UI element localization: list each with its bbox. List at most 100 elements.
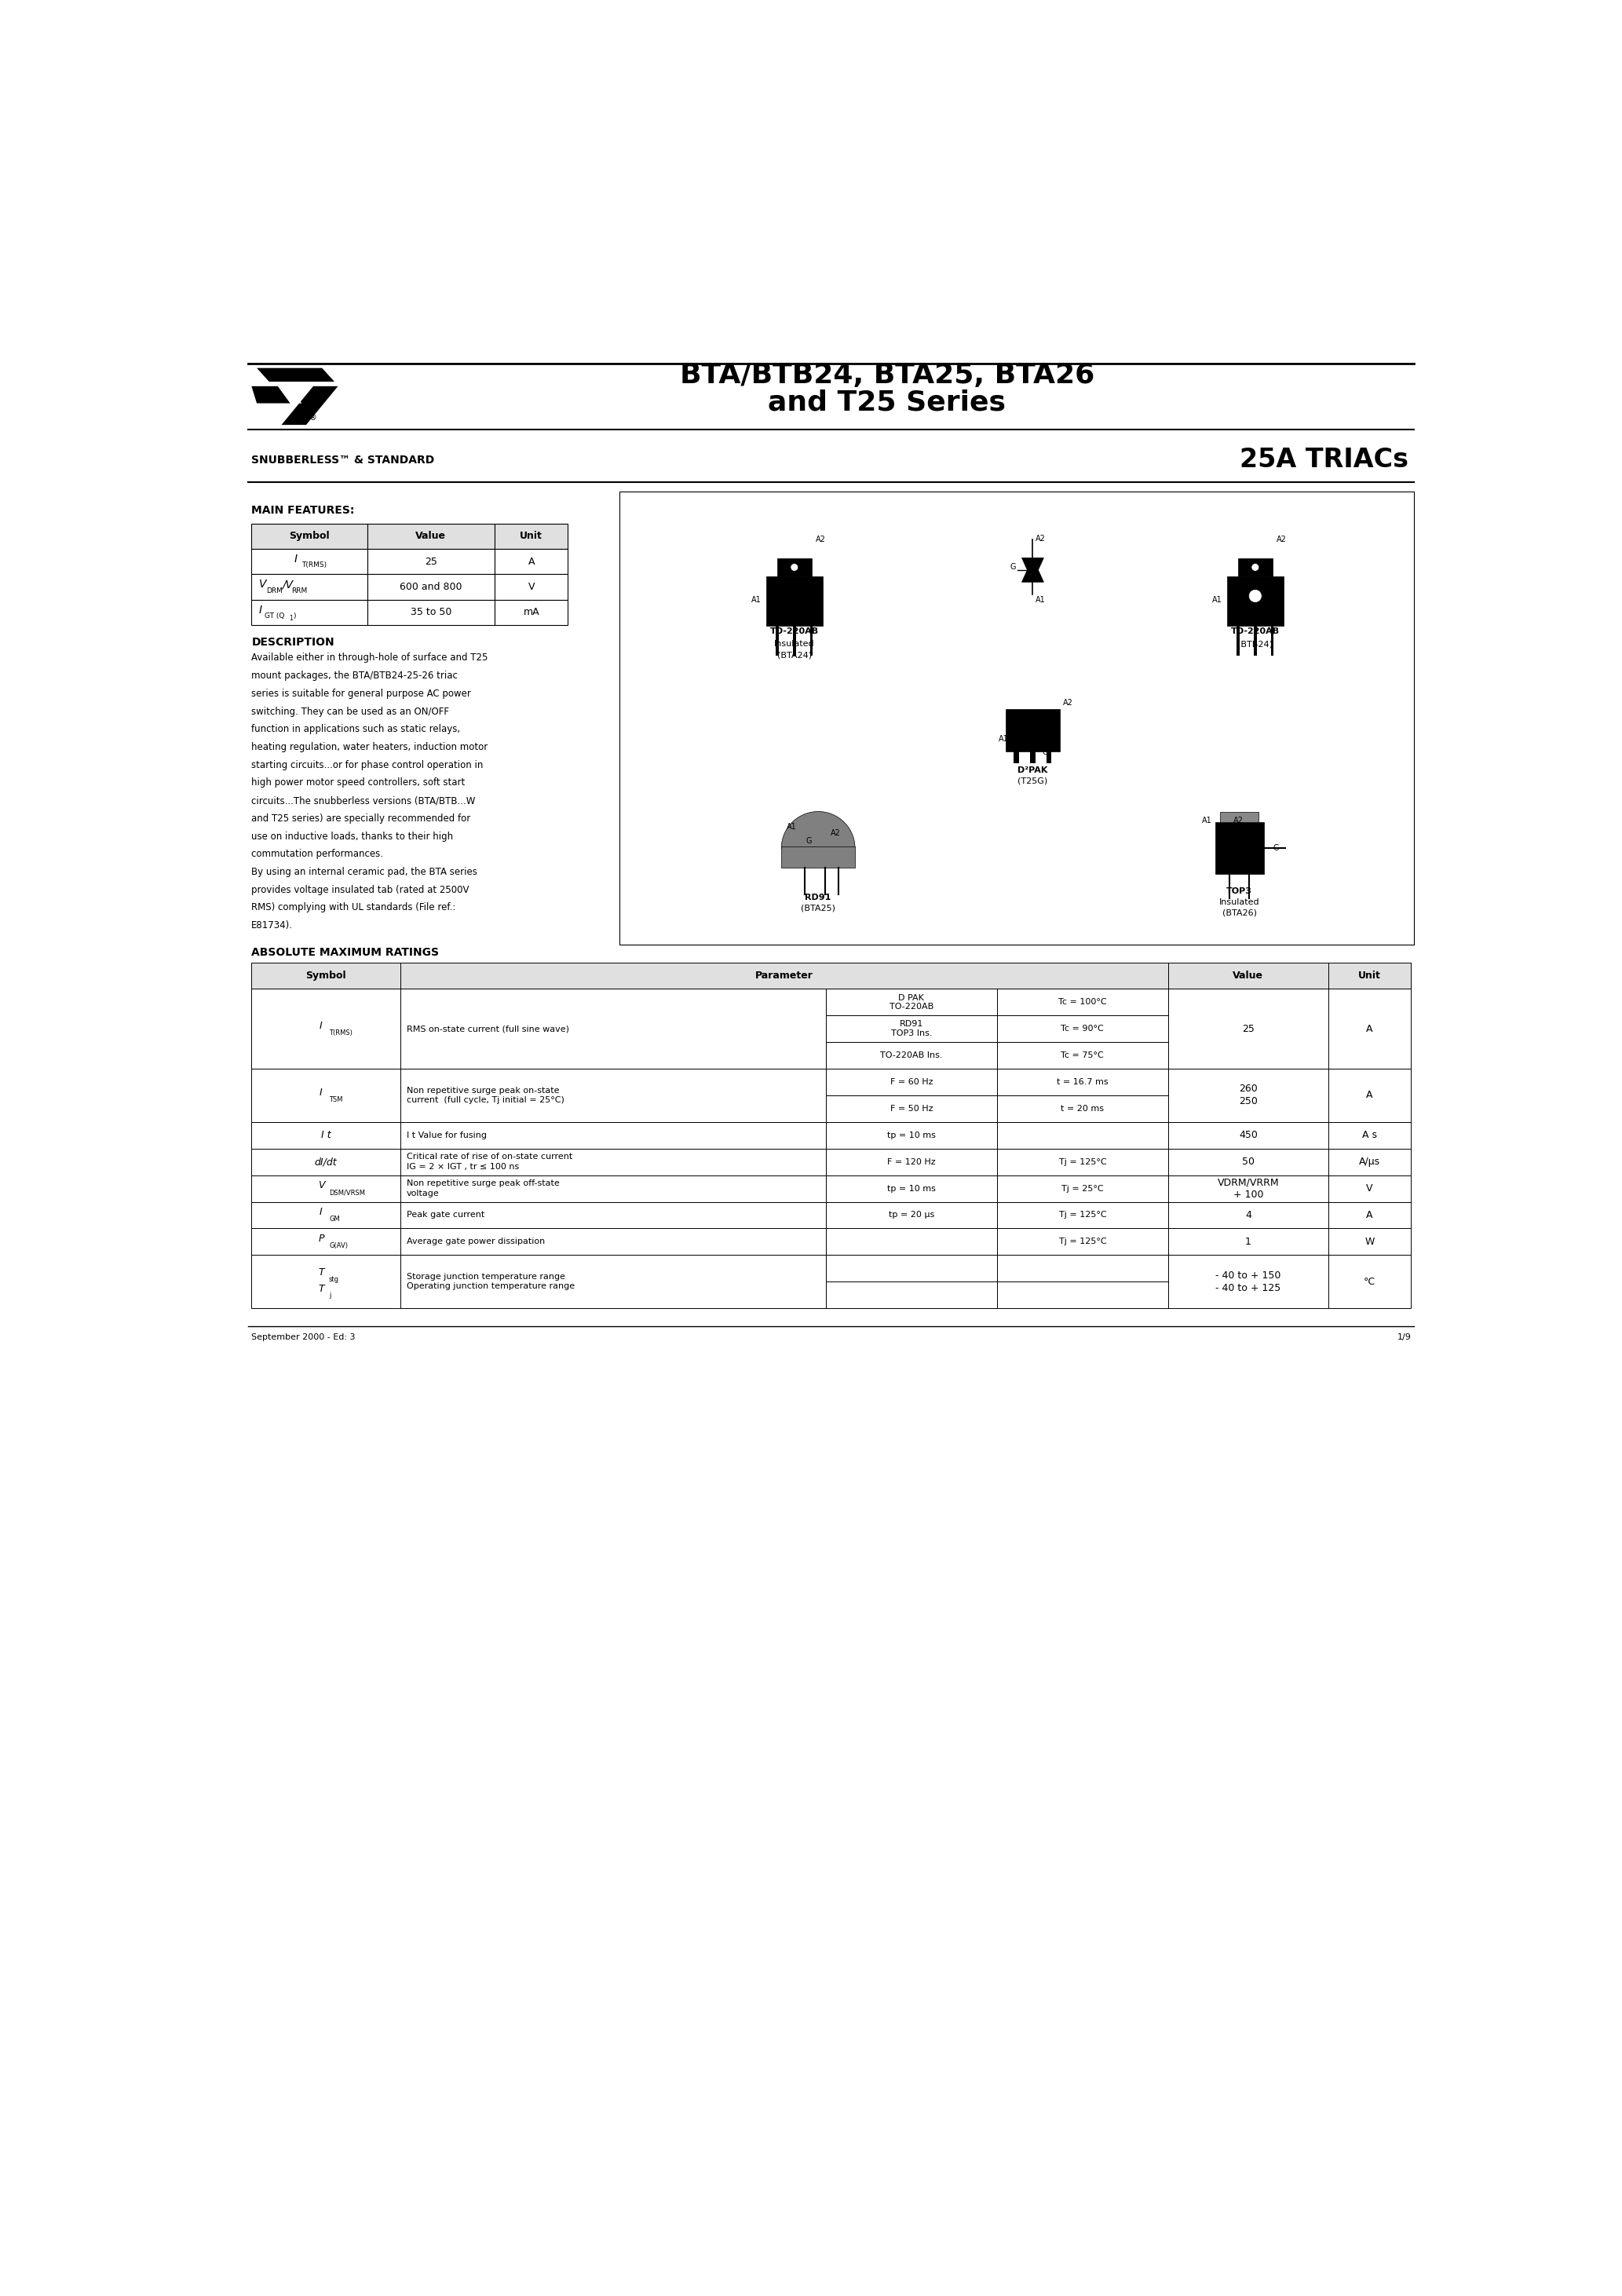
Bar (826, 990, 998, 1015)
Text: ®: ® (310, 413, 316, 422)
Text: (BTA26): (BTA26) (1221, 909, 1257, 916)
Text: I t Value for fusing: I t Value for fusing (407, 1132, 487, 1139)
Bar (998, 1281, 1168, 1309)
Text: G: G (806, 838, 813, 845)
Text: A2: A2 (1030, 735, 1040, 744)
Text: 600 and 800: 600 and 800 (399, 581, 462, 592)
Bar (367, 574, 495, 599)
Text: commutation performances.: commutation performances. (251, 850, 383, 859)
Text: F = 50 Hz: F = 50 Hz (890, 1104, 933, 1114)
Text: V: V (529, 581, 535, 592)
Text: Insulated: Insulated (1220, 898, 1260, 907)
Bar (998, 990, 1168, 1015)
Bar (401, 1148, 826, 1176)
Polygon shape (282, 386, 337, 425)
Bar (401, 1123, 826, 1148)
Text: Available either in through-hole of surface and T25: Available either in through-hole of surf… (251, 652, 488, 664)
Text: high power motor speed controllers, soft start: high power motor speed controllers, soft… (251, 778, 466, 788)
Bar (1168, 1201, 1328, 1228)
Bar (251, 523, 367, 549)
Bar (1226, 576, 1283, 627)
Text: j: j (329, 1290, 331, 1300)
Text: (T25G): (T25G) (1017, 778, 1048, 785)
Bar (1168, 1123, 1328, 1148)
Bar (1328, 1123, 1411, 1148)
Bar (251, 574, 367, 599)
Bar (998, 1015, 1168, 1042)
Bar (367, 523, 495, 549)
Text: function in applications such as static relays,: function in applications such as static … (251, 723, 461, 735)
Bar (251, 599, 367, 625)
Bar (1168, 1228, 1328, 1256)
Text: D²PAK: D²PAK (1017, 767, 1048, 774)
Text: G(AV): G(AV) (329, 1242, 347, 1249)
Bar (1328, 1068, 1411, 1123)
Text: 25: 25 (425, 556, 438, 567)
Circle shape (1252, 563, 1259, 572)
Bar (367, 599, 495, 625)
Bar (251, 1148, 401, 1176)
Text: Value: Value (1233, 971, 1264, 980)
Bar (251, 1256, 401, 1309)
Text: Non repetitive surge peak on-state
current  (full cycle, Tj initial = 25°C): Non repetitive surge peak on-state curre… (407, 1086, 564, 1104)
Bar (826, 1176, 998, 1201)
Bar (401, 1228, 826, 1256)
Text: TO-220AB: TO-220AB (1231, 627, 1280, 636)
Bar (826, 1068, 998, 1095)
Text: Tj = 25°C: Tj = 25°C (1061, 1185, 1103, 1192)
Bar (1328, 1176, 1411, 1201)
Bar (998, 1228, 1168, 1256)
Bar (251, 962, 401, 990)
Text: Tc = 90°C: Tc = 90°C (1061, 1024, 1105, 1033)
Text: °C: °C (1364, 1277, 1375, 1286)
Text: G: G (1011, 563, 1015, 572)
Text: G: G (1041, 748, 1048, 755)
Text: TOP3: TOP3 (1226, 886, 1252, 895)
Text: Symbol: Symbol (305, 971, 345, 980)
Bar (826, 1095, 998, 1123)
Bar (367, 549, 495, 574)
Bar (1238, 558, 1272, 576)
Bar (251, 1068, 401, 1123)
Bar (1168, 1068, 1328, 1123)
Text: A2: A2 (1233, 817, 1244, 824)
Text: RMS on-state current (full sine wave): RMS on-state current (full sine wave) (407, 1024, 569, 1033)
Bar (777, 558, 811, 576)
Text: A: A (1366, 1091, 1374, 1100)
Text: VDRM/VRRM
+ 100: VDRM/VRRM + 100 (1218, 1178, 1280, 1201)
Bar (826, 1123, 998, 1148)
Text: I: I (260, 604, 263, 615)
Text: G: G (1273, 845, 1278, 852)
Circle shape (790, 563, 798, 572)
Bar (1030, 751, 1035, 765)
Text: mA: mA (524, 606, 540, 618)
Text: t = 20 ms: t = 20 ms (1061, 1104, 1105, 1114)
Bar (826, 1256, 998, 1281)
Bar (495, 549, 568, 574)
Text: I t: I t (321, 1130, 331, 1141)
Text: RRM: RRM (292, 588, 308, 595)
Bar (495, 523, 568, 549)
Text: (BTA25): (BTA25) (801, 905, 835, 912)
Polygon shape (256, 367, 334, 381)
Text: Value: Value (415, 530, 446, 542)
Text: Tj = 125°C: Tj = 125°C (1059, 1157, 1106, 1166)
Bar (1328, 990, 1411, 1068)
Text: T(RMS): T(RMS) (302, 563, 328, 569)
Text: A: A (529, 556, 535, 567)
Text: 450: 450 (1239, 1130, 1257, 1141)
Circle shape (1249, 590, 1262, 602)
Text: starting circuits...or for phase control operation in: starting circuits...or for phase control… (251, 760, 483, 769)
Text: Symbol: Symbol (289, 530, 329, 542)
Text: /V: /V (282, 579, 294, 590)
Text: G: G (801, 608, 808, 615)
Text: (BTB24): (BTB24) (1238, 641, 1273, 647)
Text: A2: A2 (1036, 535, 1046, 542)
Bar (251, 1228, 401, 1256)
Text: 1/9: 1/9 (1397, 1334, 1411, 1341)
Text: heating regulation, water heaters, induction motor: heating regulation, water heaters, induc… (251, 742, 488, 753)
Text: A1: A1 (1202, 817, 1212, 824)
Text: E81734).: E81734). (251, 921, 294, 930)
Text: GM: GM (329, 1217, 341, 1224)
Bar (809, 627, 813, 657)
